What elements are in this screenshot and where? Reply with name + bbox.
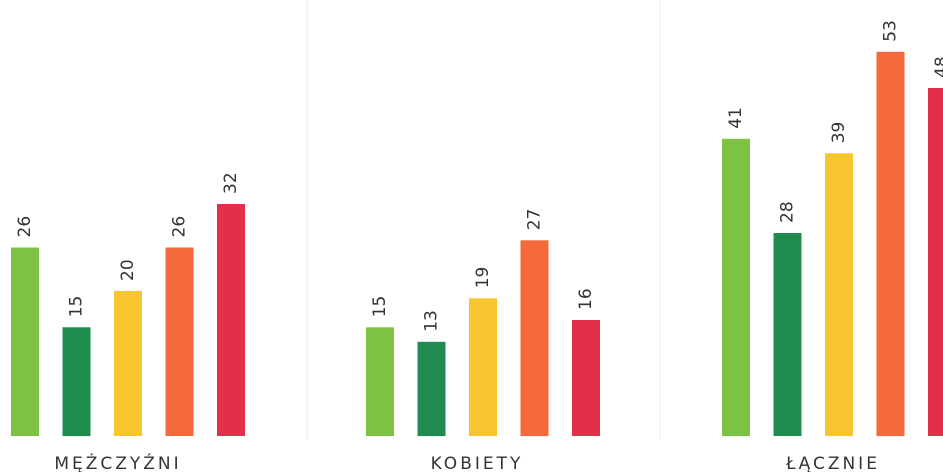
- bars-layer: [11, 51, 943, 437]
- bar-1-4: [165, 247, 194, 436]
- value-label-3-5: 48: [932, 56, 943, 78]
- bar-1-3: [114, 291, 142, 436]
- bar-1-2: [62, 327, 91, 437]
- value-label-1-2: 15: [67, 296, 87, 318]
- labels-layer: 26 15 20 26 32 MĘŻCZYŹNI 15 13 19 27 16 KOBIETY 41 28…: [15, 20, 943, 472]
- value-label-1-5: 32: [221, 172, 241, 194]
- value-label-1-3: 20: [118, 259, 138, 281]
- value-label-2-2: 13: [422, 310, 442, 332]
- bar-3-4: [876, 51, 905, 437]
- value-label-2-3: 19: [473, 267, 493, 289]
- group-label-1: MĘŻCZYŹNI: [54, 452, 181, 472]
- value-label-2-4: 27: [525, 209, 545, 231]
- value-label-2-5: 16: [576, 288, 596, 310]
- value-label-3-2: 28: [778, 201, 798, 223]
- bar-1-5: [217, 204, 245, 436]
- bar-2-3: [469, 298, 497, 437]
- bar-3-2: [773, 233, 802, 436]
- group-label-2: KOBIETY: [431, 454, 524, 472]
- value-label-1-4: 26: [170, 216, 190, 238]
- bar-1-1: [11, 247, 39, 436]
- bar-3-5: [928, 88, 943, 436]
- bar-2-4: [520, 240, 549, 437]
- value-label-2-1: 15: [370, 296, 390, 318]
- bar-2-1: [366, 327, 394, 437]
- value-label-3-4: 53: [881, 20, 901, 42]
- bar-3-1: [722, 138, 750, 437]
- group-label-3: ŁĄCZNIE: [785, 454, 880, 472]
- bar-3-3: [825, 153, 853, 437]
- bar-2-5: [572, 320, 600, 436]
- bar-2-2: [417, 341, 446, 437]
- value-label-3-1: 41: [726, 107, 746, 129]
- value-label-1-1: 26: [15, 216, 35, 238]
- value-label-3-3: 39: [829, 122, 849, 144]
